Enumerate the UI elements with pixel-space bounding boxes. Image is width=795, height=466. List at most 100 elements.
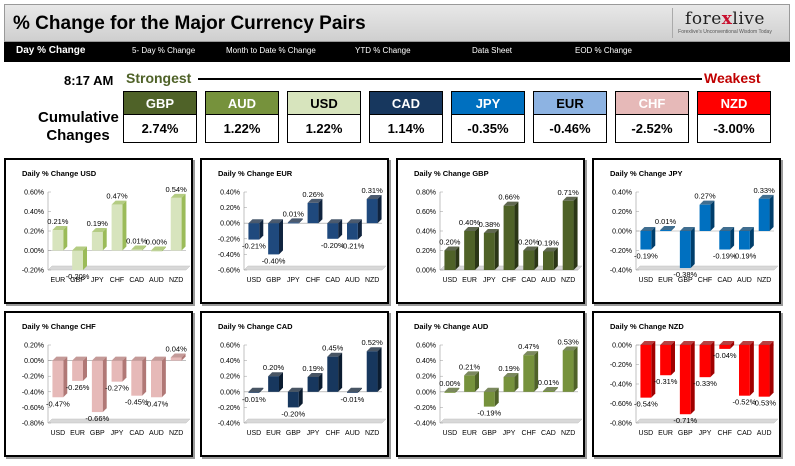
bar (131, 360, 143, 396)
tile-chf: CHF -2.52% (615, 91, 689, 143)
bar (248, 223, 260, 240)
data-label: 0.01% (538, 378, 560, 387)
bar-top (347, 387, 362, 392)
bar (640, 345, 652, 398)
tab-data-sheet[interactable]: Data Sheet (472, 46, 513, 55)
category-label: GBP (70, 277, 85, 284)
bar-side (298, 218, 303, 224)
bar-top (151, 246, 166, 251)
data-label: 0.40% (459, 218, 481, 227)
y-tick-label: 0.40% (220, 358, 240, 365)
bar-side (690, 341, 695, 415)
data-label: -0.71% (673, 416, 697, 425)
category-label: CAD (737, 430, 752, 437)
y-tick-label: -0.40% (218, 252, 240, 259)
bar-top (248, 387, 264, 392)
bar-top (72, 246, 87, 251)
tab-ytd-change[interactable]: YTD % Change (355, 46, 411, 55)
tab-eod-change[interactable]: EOD % Change (575, 46, 632, 55)
y-tick-label: 0.00% (220, 389, 240, 396)
chart-title: Daily % Change GBP (414, 169, 489, 178)
bar (327, 356, 339, 392)
tile-jpy: JPY -0.35% (451, 91, 525, 143)
bar-top (699, 200, 715, 205)
chart-title: Daily % Change CAD (218, 322, 293, 331)
bar-top (503, 372, 519, 377)
logo-tagline: Forexlive's Unconventional Wisdom Today (678, 29, 772, 35)
y-tick-label: -0.20% (22, 374, 44, 381)
data-label: -0.40% (262, 256, 286, 265)
weakest-label: Weakest (704, 70, 761, 86)
y-tick-label: 0.00% (416, 268, 436, 275)
data-label: -0.19% (634, 252, 658, 261)
y-tick-label: 0.20% (416, 374, 436, 381)
category-label: USD (638, 430, 653, 437)
bar (523, 355, 535, 392)
bar-top (111, 356, 127, 361)
data-label: -0.54% (634, 400, 658, 409)
y-tick-label: 0.00% (24, 358, 44, 365)
bar-top (719, 341, 735, 345)
bar-top (699, 341, 715, 345)
bar (483, 232, 495, 270)
bar-top (91, 227, 107, 232)
bar (739, 345, 750, 396)
category-label: USD (246, 277, 261, 284)
bar-side (710, 200, 715, 231)
bar-side (161, 246, 166, 252)
tab-5-day-change[interactable]: 5- Day % Change (132, 46, 196, 55)
bar (464, 375, 475, 392)
timestamp: 8:17 AM (64, 73, 114, 88)
forexlive-logo[interactable]: forexlive Forexlive's Unconventional Wis… (672, 8, 777, 38)
category-label: NZD (757, 277, 771, 284)
data-label: 0.00% (146, 238, 168, 247)
bar (444, 391, 456, 393)
data-label: -0.21% (242, 242, 266, 251)
y-tick-label: 0.00% (612, 343, 632, 350)
category-label: JPY (287, 277, 300, 284)
category-label: AUD (149, 430, 164, 437)
y-tick-label: 0.20% (612, 209, 632, 216)
bar (562, 350, 574, 392)
bar-side (377, 347, 382, 392)
data-label: -0.01% (341, 395, 365, 404)
bar-top (679, 227, 695, 231)
bar (523, 250, 535, 270)
category-label: GBP (678, 277, 693, 284)
bar-top (543, 247, 558, 252)
tile-cumulative-value: 1.22% (288, 115, 360, 142)
bar-top (543, 387, 558, 392)
category-label: USD (246, 430, 261, 437)
chart-floor (635, 418, 779, 424)
chart-panel-cad: Daily % Change CAD 0.60% 0.40% 0.20% 0.00% -0… (200, 311, 389, 457)
bar-side (455, 246, 460, 270)
bar-side (142, 245, 147, 251)
category-label: JPY (91, 277, 104, 284)
bar-top (307, 198, 323, 203)
category-label: CAD (521, 277, 536, 284)
tile-cumulative-value: -0.46% (534, 115, 606, 142)
chart-title: Daily % Change AUD (414, 322, 489, 331)
bar (562, 200, 574, 270)
data-label: 0.20% (439, 238, 461, 247)
bar-side (122, 356, 127, 382)
bar-top (268, 219, 283, 224)
bar (739, 231, 750, 250)
tab-day-change[interactable]: Day % Change (16, 45, 86, 56)
bar-top (111, 200, 127, 205)
category-label: USD (50, 430, 65, 437)
tile-currency-code: GBP (124, 92, 196, 115)
category-label: GBP (90, 430, 105, 437)
tile-gbp: GBP 2.74% (123, 91, 197, 143)
tab-month-to-date-change[interactable]: Month to Date % Change (226, 46, 316, 55)
y-tick-label: 0.40% (416, 229, 436, 236)
bar-side (455, 387, 460, 393)
category-label: JPY (503, 430, 516, 437)
bar-side (651, 227, 656, 250)
bar (660, 230, 671, 232)
chart-title: Daily % Change CHF (22, 322, 96, 331)
data-label: -0.66% (85, 414, 109, 423)
data-label: -0.20% (321, 241, 345, 250)
data-label: 0.53% (558, 337, 580, 346)
bar-top (758, 341, 774, 345)
